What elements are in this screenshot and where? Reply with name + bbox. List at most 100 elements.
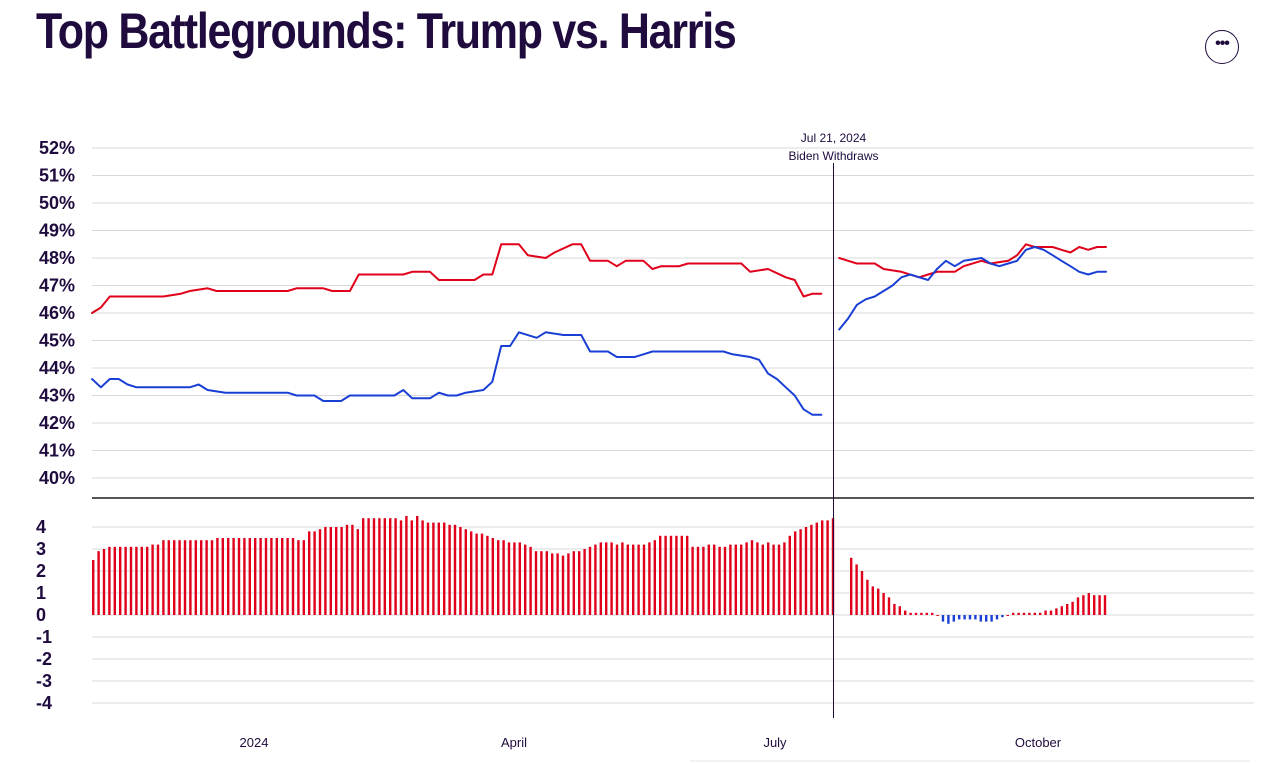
bar-trump-lead bbox=[308, 531, 311, 615]
bar-trump-lead bbox=[702, 546, 705, 615]
bar-trump-lead bbox=[507, 542, 511, 615]
bar-trump-lead bbox=[936, 615, 939, 616]
y-tick-label: 52% bbox=[39, 138, 75, 158]
bar-trump-lead bbox=[669, 535, 673, 615]
bar-trump-lead bbox=[362, 518, 365, 615]
bar-trump-lead bbox=[850, 557, 853, 615]
bar-trump-lead bbox=[437, 522, 440, 615]
bar-trump-lead bbox=[882, 593, 885, 615]
bar-trump-lead bbox=[556, 553, 559, 615]
bar-trump-lead bbox=[925, 612, 928, 615]
bar-trump-lead bbox=[405, 516, 408, 615]
y-tick-label: 0 bbox=[36, 605, 46, 625]
bar-trump-lead bbox=[513, 542, 516, 615]
bar-trump-lead bbox=[313, 531, 316, 615]
bar-trump-lead bbox=[767, 542, 770, 615]
y-tick-label: 46% bbox=[39, 303, 75, 323]
bar-trump-lead bbox=[1022, 612, 1026, 615]
series-line-trump bbox=[91, 243, 823, 314]
bar-trump-lead bbox=[804, 527, 808, 615]
bar-harris-lead bbox=[985, 615, 988, 622]
bar-trump-lead bbox=[615, 544, 619, 615]
bar-trump-lead bbox=[914, 612, 918, 615]
bar-trump-lead bbox=[140, 546, 143, 615]
y-tick-label: 2 bbox=[36, 561, 46, 581]
bar-trump-lead bbox=[345, 524, 349, 615]
bar-trump-lead bbox=[518, 542, 521, 615]
more-horizontal-icon: ••• bbox=[1215, 35, 1230, 52]
bar-trump-lead bbox=[92, 560, 95, 615]
bar-trump-lead bbox=[216, 538, 219, 615]
bar-trump-lead bbox=[210, 540, 214, 615]
bar-trump-lead bbox=[1017, 612, 1020, 615]
bar-trump-lead bbox=[567, 553, 570, 615]
bar-trump-lead bbox=[815, 522, 818, 615]
bar-trump-lead bbox=[529, 546, 532, 615]
y-tick-label: 48% bbox=[39, 248, 75, 268]
bar-trump-lead bbox=[860, 571, 864, 615]
bar-harris-lead bbox=[1001, 615, 1004, 618]
bar-trump-lead bbox=[680, 535, 683, 615]
bar-trump-lead bbox=[524, 544, 527, 615]
bar-trump-lead bbox=[291, 538, 295, 615]
bar-trump-lead bbox=[723, 546, 727, 615]
bar-trump-lead bbox=[497, 540, 500, 615]
bar-trump-lead bbox=[1039, 612, 1042, 615]
y-tick-label: 41% bbox=[39, 441, 75, 461]
bar-trump-lead bbox=[372, 518, 376, 615]
x-tick-label: October bbox=[1015, 735, 1062, 750]
bar-trump-lead bbox=[480, 533, 484, 615]
bar-trump-lead bbox=[416, 516, 419, 615]
more-options-button[interactable]: ••• bbox=[1205, 30, 1239, 64]
series-line-harris bbox=[91, 331, 823, 416]
bar-trump-lead bbox=[653, 540, 656, 615]
bar-trump-lead bbox=[302, 540, 305, 615]
bar-trump-lead bbox=[183, 540, 187, 615]
bar-trump-lead bbox=[740, 544, 743, 615]
bar-trump-lead bbox=[448, 524, 451, 615]
bar-trump-lead bbox=[637, 544, 640, 615]
bar-trump-lead bbox=[761, 544, 764, 615]
bar-trump-lead bbox=[335, 527, 338, 615]
bar-harris-lead bbox=[974, 615, 977, 620]
bar-harris-lead bbox=[968, 615, 972, 620]
bar-trump-lead bbox=[777, 544, 781, 615]
bar-trump-lead bbox=[1055, 608, 1058, 615]
bar-trump-lead bbox=[383, 518, 386, 615]
y-tick-label: -3 bbox=[36, 671, 52, 691]
bar-harris-lead bbox=[952, 615, 955, 622]
bar-trump-lead bbox=[826, 520, 829, 615]
bar-trump-lead bbox=[1066, 604, 1069, 615]
bar-trump-lead bbox=[178, 540, 181, 615]
bar-trump-lead bbox=[200, 540, 203, 615]
bar-trump-lead bbox=[734, 544, 737, 615]
bar-trump-lead bbox=[713, 544, 716, 615]
bar-trump-lead bbox=[270, 538, 273, 615]
bar-trump-lead bbox=[443, 522, 446, 615]
series-line-trump bbox=[838, 243, 1107, 279]
bar-trump-lead bbox=[718, 546, 721, 615]
bar-trump-lead bbox=[297, 540, 300, 615]
x-tick-label: July bbox=[763, 735, 787, 750]
bar-trump-lead bbox=[1006, 615, 1009, 616]
y-tick-label: 40% bbox=[39, 468, 75, 488]
bar-trump-lead bbox=[675, 535, 678, 615]
bar-trump-lead bbox=[1044, 610, 1047, 615]
bar-trump-lead bbox=[491, 538, 494, 615]
bar-trump-lead bbox=[394, 518, 397, 615]
bar-trump-lead bbox=[621, 542, 624, 615]
bar-trump-lead bbox=[254, 538, 257, 615]
bar-trump-lead bbox=[227, 538, 230, 615]
bar-trump-lead bbox=[264, 538, 268, 615]
bar-trump-lead bbox=[129, 546, 133, 615]
bar-trump-lead bbox=[356, 529, 359, 615]
bar-trump-lead bbox=[486, 535, 489, 615]
y-tick-label: 51% bbox=[39, 166, 75, 186]
y-tick-label: 49% bbox=[39, 221, 75, 241]
y-tick-label: 47% bbox=[39, 276, 75, 296]
bar-trump-lead bbox=[772, 544, 775, 615]
bar-trump-lead bbox=[1093, 595, 1096, 615]
bar-trump-lead bbox=[173, 540, 176, 615]
y-tick-label: 44% bbox=[39, 358, 75, 378]
bar-trump-lead bbox=[426, 522, 430, 615]
